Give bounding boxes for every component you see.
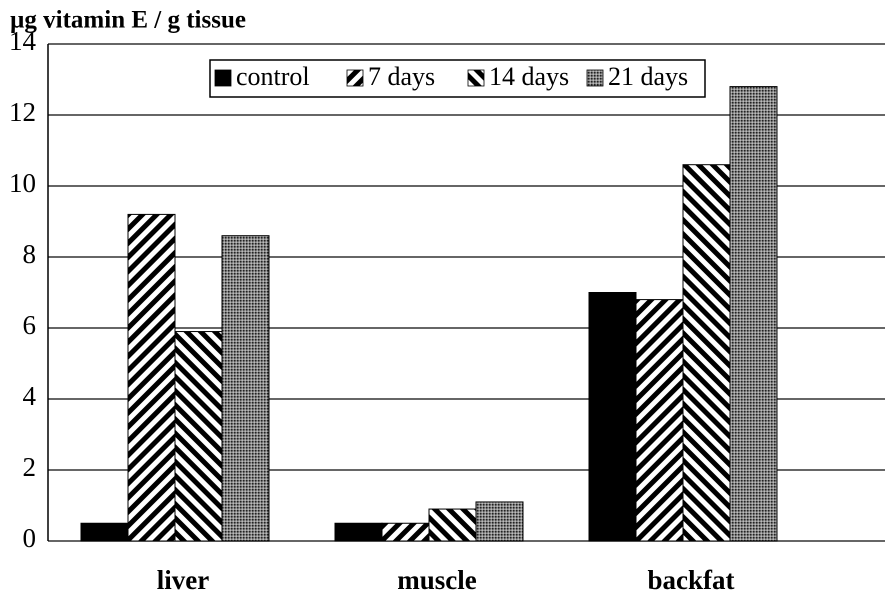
y-tick-label: 0 bbox=[23, 523, 37, 553]
legend-swatch bbox=[214, 69, 232, 87]
legend: control 7 days 14 days 21 days bbox=[209, 59, 706, 98]
bar bbox=[428, 508, 477, 542]
bar bbox=[729, 86, 778, 542]
x-tick-label: backfat bbox=[648, 565, 735, 595]
bar bbox=[475, 501, 524, 542]
legend-label: 14 days bbox=[489, 62, 569, 91]
x-tick-label: muscle bbox=[397, 565, 477, 595]
bar bbox=[127, 213, 176, 542]
y-tick-label: 2 bbox=[23, 452, 37, 482]
bar bbox=[80, 522, 129, 542]
legend-label: control bbox=[236, 62, 310, 91]
legend-label: 7 days bbox=[368, 62, 435, 91]
bar bbox=[635, 299, 684, 542]
bar bbox=[588, 292, 637, 542]
legend-swatch bbox=[467, 69, 485, 87]
y-tick-label: 12 bbox=[9, 97, 36, 127]
y-tick-label: 4 bbox=[23, 381, 37, 411]
legend-swatch bbox=[586, 69, 604, 87]
y-tick-label: 6 bbox=[23, 310, 37, 340]
legend-box bbox=[209, 59, 706, 98]
bar bbox=[682, 164, 731, 542]
bar bbox=[334, 522, 383, 542]
legend-swatch bbox=[346, 69, 364, 87]
chart-title: µg vitamin E / g tissue bbox=[10, 7, 246, 34]
bar bbox=[381, 522, 430, 542]
y-tick-label: 14 bbox=[9, 26, 37, 56]
legend-label: 21 days bbox=[608, 62, 688, 91]
bar bbox=[174, 331, 223, 542]
y-tick-label: 8 bbox=[23, 239, 37, 269]
bar bbox=[221, 235, 270, 542]
x-tick-label: liver bbox=[157, 565, 209, 595]
y-tick-label: 10 bbox=[9, 168, 36, 198]
